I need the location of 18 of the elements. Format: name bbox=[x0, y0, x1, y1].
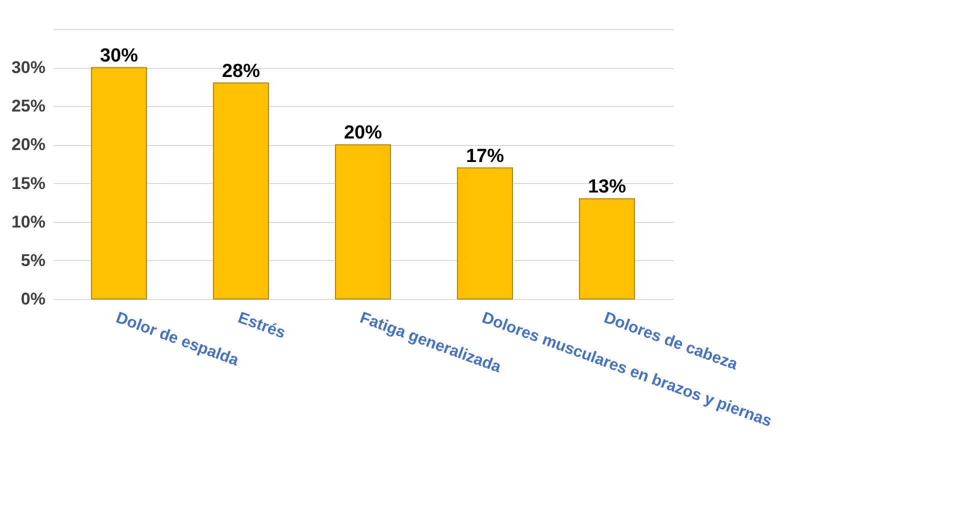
bar bbox=[335, 144, 391, 300]
bar bbox=[91, 67, 147, 300]
data-label: 28% bbox=[222, 61, 260, 82]
y-tick-label: 25% bbox=[11, 96, 46, 116]
y-tick-label: 5% bbox=[20, 250, 46, 270]
y-tick-label: 20% bbox=[11, 135, 46, 154]
y-tick-label: 0% bbox=[20, 290, 46, 308]
data-label: 17% bbox=[466, 146, 504, 167]
bar bbox=[213, 82, 269, 300]
bar bbox=[457, 167, 513, 300]
y-tick-label: 30% bbox=[11, 58, 46, 78]
y-tick-label: 10% bbox=[11, 212, 46, 232]
data-label: 13% bbox=[588, 176, 626, 198]
x-tick-label: Estrés bbox=[236, 310, 288, 342]
data-label: 20% bbox=[344, 122, 382, 144]
bar bbox=[579, 198, 635, 300]
data-label: 30% bbox=[100, 46, 138, 67]
y-tick-label: 15% bbox=[11, 174, 46, 193]
